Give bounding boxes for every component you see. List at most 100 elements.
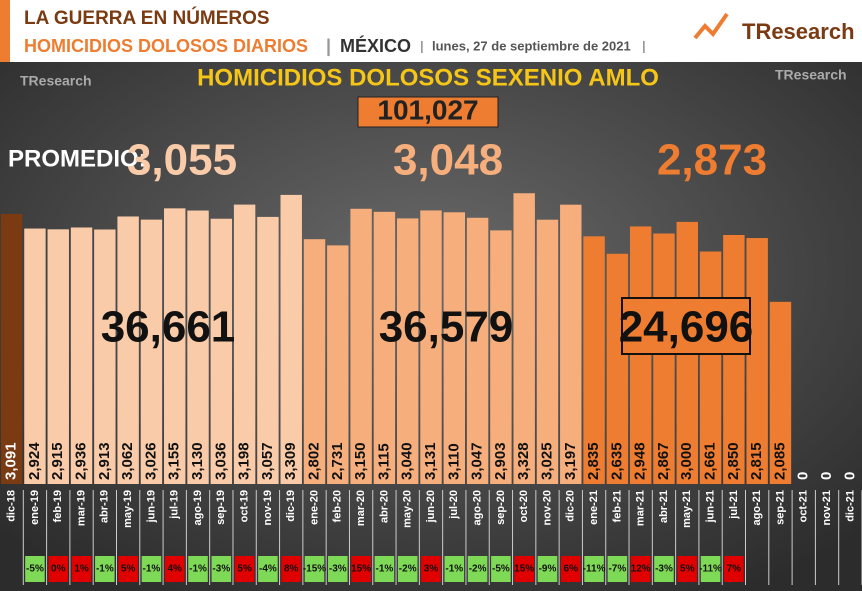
- bar: [560, 204, 582, 484]
- value-label: 3,110: [445, 443, 462, 480]
- bar: [350, 208, 372, 485]
- average-title: PROMEDIO:: [8, 145, 147, 172]
- bar: [280, 194, 302, 484]
- change-box: [188, 556, 208, 582]
- x-tick-label: oct-19: [239, 490, 251, 522]
- bar: [769, 301, 792, 484]
- change-box: [328, 556, 348, 582]
- change-label: -1%: [189, 564, 207, 575]
- x-tick-label: mar-21: [635, 490, 647, 526]
- change-box: [374, 556, 395, 582]
- x-tick-label: may-19: [122, 490, 134, 528]
- logo: TResearch: [742, 19, 855, 44]
- change-box: [467, 556, 488, 582]
- change-label: 7%: [727, 564, 742, 575]
- value-label: 3,026: [142, 442, 159, 480]
- value-label: 3,062: [119, 442, 136, 480]
- chart-title: HOMICIDIOS DOLOSOS SEXENIO AMLO: [197, 64, 659, 91]
- change-label: -4%: [259, 564, 277, 575]
- change-box: [724, 556, 744, 582]
- bar: [24, 228, 46, 484]
- value-label: 2,731: [329, 442, 346, 480]
- x-tick-label: abr-19: [99, 490, 111, 523]
- change-box: [25, 556, 45, 582]
- value-label: 3,328: [515, 442, 532, 480]
- x-tick-label: dic-19: [285, 490, 297, 522]
- x-tick-label: may-20: [402, 490, 414, 528]
- x-tick-label: feb-19: [52, 490, 64, 522]
- change-box: [537, 556, 558, 582]
- change-box: [234, 556, 255, 582]
- bar: [653, 233, 675, 484]
- value-label: 3,155: [166, 442, 183, 480]
- x-tick-label: jul-21: [728, 490, 740, 520]
- bar: [373, 211, 396, 484]
- group-total: 36,579: [379, 303, 514, 352]
- group-total: 24,696: [619, 303, 754, 352]
- change-label: -3%: [212, 564, 230, 575]
- change-box: [700, 556, 721, 582]
- change-box: [95, 556, 115, 582]
- change-box: [421, 556, 441, 582]
- value-label: 2,835: [585, 442, 602, 480]
- bar: [513, 193, 535, 484]
- value-label: 3,198: [236, 442, 253, 480]
- value-label: 2,850: [725, 442, 742, 480]
- x-tick-label: dic-18: [6, 490, 18, 522]
- change-label: -7%: [608, 564, 626, 575]
- kicker: LA GUERRA EN NÚMEROS: [24, 7, 270, 29]
- change-label: 5%: [680, 564, 695, 575]
- value-label: 2,913: [96, 442, 113, 480]
- total-box: [621, 297, 751, 355]
- value-label: 3,057: [259, 442, 276, 480]
- bar: [466, 217, 489, 484]
- x-tick-label: jun-21: [704, 490, 716, 523]
- group-average: 3,048: [393, 136, 503, 185]
- change-box: [444, 556, 465, 582]
- value-label: 0: [841, 472, 858, 480]
- change-box: [118, 556, 138, 582]
- bar: [164, 208, 186, 484]
- change-label: 5%: [121, 564, 136, 575]
- accent: [0, 0, 10, 62]
- bar: [210, 218, 233, 484]
- change-box: [141, 556, 162, 582]
- x-tick-label: ene-20: [308, 490, 320, 525]
- x-tick-label: sep-19: [215, 490, 227, 525]
- x-tick-label: mar-20: [355, 490, 367, 526]
- change-box: [211, 556, 232, 582]
- value-label: 2,924: [26, 442, 43, 480]
- grand-total: 101,027: [377, 94, 478, 125]
- value-label: 3,047: [469, 442, 486, 480]
- sep: |: [326, 36, 331, 56]
- x-tick-label: ene-19: [29, 490, 41, 525]
- group-average: 2,873: [657, 136, 767, 185]
- x-tick-label: oct-21: [798, 490, 810, 522]
- bar: [396, 218, 419, 484]
- change-box: [71, 556, 92, 582]
- bar: [443, 212, 466, 484]
- value-label: 2,661: [702, 442, 719, 480]
- change-label: -11%: [699, 564, 722, 575]
- change-label: 1%: [74, 564, 89, 575]
- x-tick-label: jun-19: [145, 490, 157, 523]
- x-tick-label: feb-20: [332, 490, 344, 522]
- change-label: -5%: [26, 564, 44, 575]
- change-label: -5%: [492, 564, 510, 575]
- x-tick-label: mar-19: [75, 490, 87, 526]
- x-tick-label: feb-21: [611, 490, 623, 522]
- x-tick-label: nov-21: [821, 490, 833, 525]
- value-label: 2,903: [492, 442, 509, 480]
- value-label: 2,815: [748, 442, 765, 480]
- change-label: 12%: [631, 564, 651, 575]
- x-tick-label: dic-21: [844, 490, 856, 522]
- value-label: 2,867: [655, 442, 672, 480]
- logo: TResearch: [20, 73, 92, 89]
- bar: [117, 216, 139, 484]
- bar: [583, 236, 605, 484]
- value-label: 3,130: [189, 442, 206, 480]
- x-tick-label: abr-20: [378, 490, 390, 523]
- subject: HOMICIDIOS DOLOSOS DIARIOS: [24, 36, 308, 56]
- x-tick-label: ago-19: [192, 490, 204, 525]
